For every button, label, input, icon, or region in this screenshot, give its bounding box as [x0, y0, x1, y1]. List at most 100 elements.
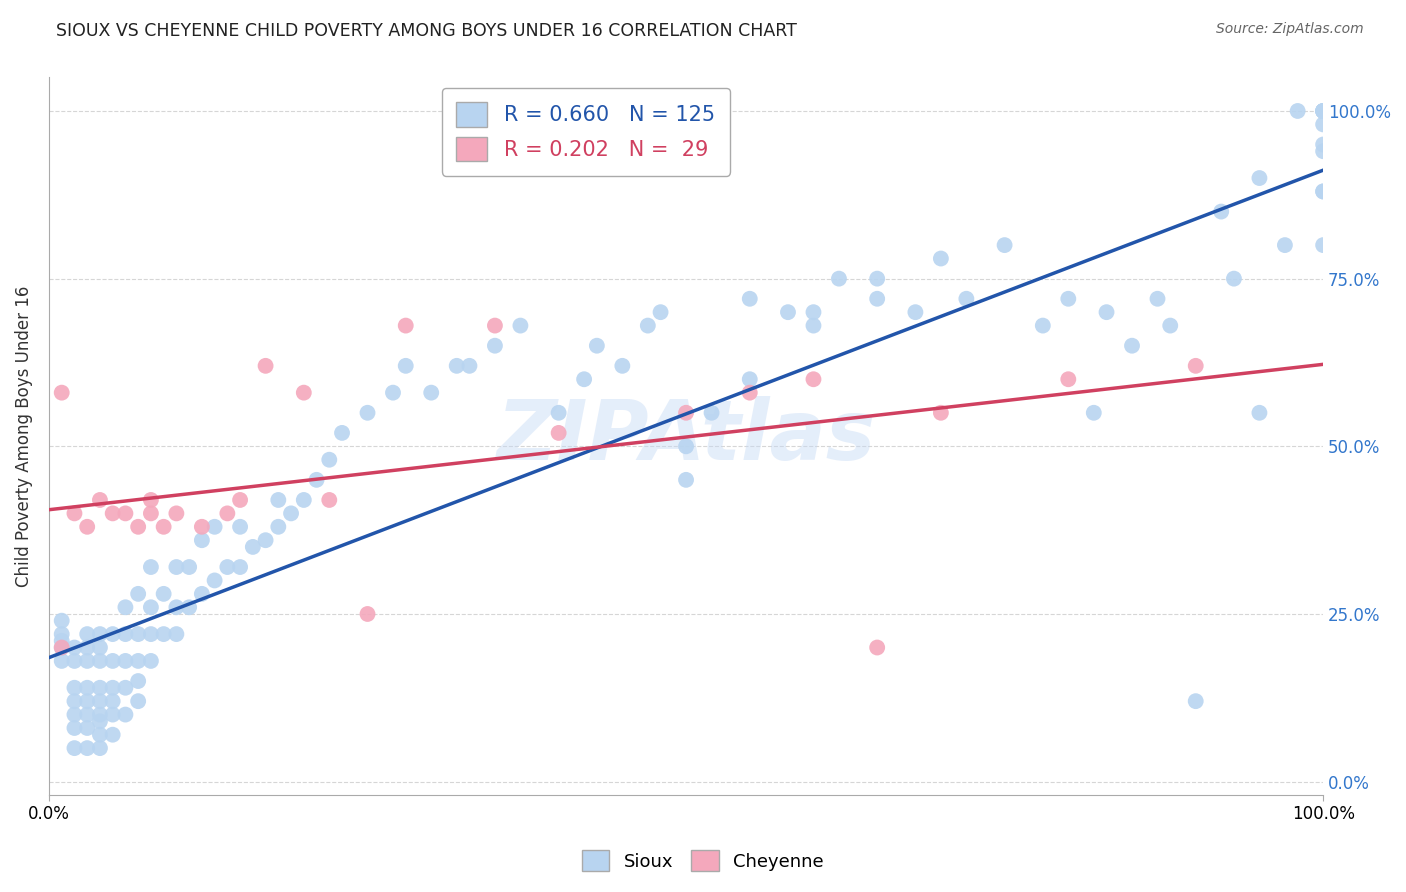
Point	[547, 425, 569, 440]
Point	[1211, 204, 1233, 219]
Point	[204, 520, 226, 534]
Point	[165, 627, 187, 641]
Point	[127, 674, 149, 689]
Point	[904, 305, 927, 319]
Point	[738, 292, 761, 306]
Point	[89, 681, 111, 695]
Point	[63, 681, 86, 695]
Point	[101, 507, 124, 521]
Point	[1312, 103, 1334, 118]
Point	[1312, 185, 1334, 199]
Point	[89, 627, 111, 641]
Point	[89, 492, 111, 507]
Point	[179, 600, 201, 615]
Point	[191, 520, 214, 534]
Point	[63, 694, 86, 708]
Point	[267, 520, 290, 534]
Point	[101, 728, 124, 742]
Point	[114, 681, 136, 695]
Point	[420, 385, 443, 400]
Point	[101, 681, 124, 695]
Point	[89, 741, 111, 756]
Point	[484, 318, 506, 333]
Point	[675, 473, 697, 487]
Point	[866, 640, 889, 655]
Point	[509, 318, 531, 333]
Point	[738, 385, 761, 400]
Point	[395, 359, 418, 373]
Point	[165, 600, 187, 615]
Point	[63, 707, 86, 722]
Point	[356, 607, 378, 621]
Point	[1121, 339, 1143, 353]
Point	[139, 492, 162, 507]
Point	[114, 654, 136, 668]
Point	[139, 560, 162, 574]
Y-axis label: Child Poverty Among Boys Under 16: Child Poverty Among Boys Under 16	[15, 285, 32, 587]
Point	[101, 694, 124, 708]
Point	[76, 721, 98, 735]
Point	[484, 339, 506, 353]
Point	[1184, 359, 1206, 373]
Point	[1312, 117, 1334, 131]
Point	[63, 507, 86, 521]
Point	[1312, 103, 1334, 118]
Point	[929, 406, 952, 420]
Point	[1249, 171, 1271, 186]
Point	[89, 694, 111, 708]
Point	[803, 305, 825, 319]
Point	[1184, 694, 1206, 708]
Point	[139, 507, 162, 521]
Point	[586, 339, 609, 353]
Point	[127, 520, 149, 534]
Point	[612, 359, 634, 373]
Point	[1312, 185, 1334, 199]
Point	[675, 406, 697, 420]
Point	[127, 587, 149, 601]
Point	[828, 271, 851, 285]
Point	[738, 372, 761, 386]
Point	[165, 507, 187, 521]
Point	[204, 574, 226, 588]
Point	[356, 406, 378, 420]
Point	[382, 385, 405, 400]
Point	[229, 492, 252, 507]
Point	[866, 271, 889, 285]
Point	[76, 694, 98, 708]
Point	[803, 372, 825, 386]
Point	[1083, 406, 1105, 420]
Point	[318, 452, 340, 467]
Point	[76, 627, 98, 641]
Point	[76, 707, 98, 722]
Text: SIOUX VS CHEYENNE CHILD POVERTY AMONG BOYS UNDER 16 CORRELATION CHART: SIOUX VS CHEYENNE CHILD POVERTY AMONG BO…	[56, 22, 797, 40]
Legend: Sioux, Cheyenne: Sioux, Cheyenne	[575, 843, 831, 879]
Point	[1249, 406, 1271, 420]
Text: ZIPAtlas: ZIPAtlas	[496, 396, 876, 476]
Point	[127, 627, 149, 641]
Point	[1223, 271, 1246, 285]
Point	[139, 600, 162, 615]
Point	[127, 654, 149, 668]
Point	[458, 359, 481, 373]
Point	[101, 627, 124, 641]
Point	[76, 741, 98, 756]
Point	[51, 385, 73, 400]
Point	[1312, 103, 1334, 118]
Point	[89, 707, 111, 722]
Point	[929, 252, 952, 266]
Point	[191, 533, 214, 548]
Point	[700, 406, 723, 420]
Point	[1095, 305, 1118, 319]
Point	[242, 540, 264, 554]
Point	[1286, 103, 1309, 118]
Point	[1312, 137, 1334, 152]
Point	[101, 707, 124, 722]
Point	[51, 654, 73, 668]
Point	[280, 507, 302, 521]
Point	[572, 372, 595, 386]
Point	[139, 627, 162, 641]
Point	[63, 721, 86, 735]
Point	[89, 728, 111, 742]
Point	[139, 654, 162, 668]
Point	[1057, 292, 1080, 306]
